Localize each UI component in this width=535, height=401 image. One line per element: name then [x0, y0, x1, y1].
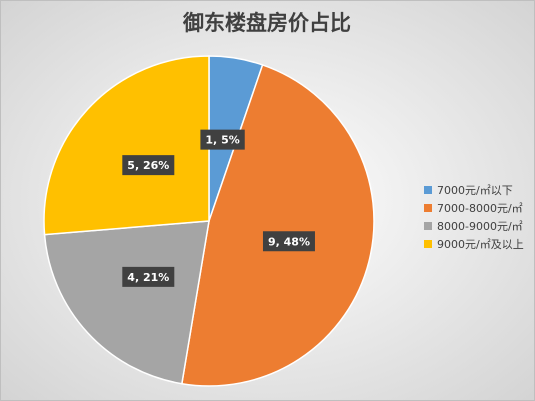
- data-label: 1, 5%: [205, 134, 239, 147]
- legend-label: 7000-8000元/㎡: [437, 202, 523, 215]
- legend-swatch: [424, 204, 432, 212]
- legend-swatch: [424, 186, 432, 194]
- data-label: 5, 26%: [127, 159, 169, 172]
- legend-swatch: [424, 222, 432, 230]
- data-label-box: [122, 155, 175, 176]
- legend-label: 7000元/㎡以下: [437, 184, 513, 197]
- data-label: 9, 48%: [268, 235, 310, 248]
- legend-label: 9000元/㎡及以上: [437, 238, 524, 251]
- chart-title: 御东楼盘房价占比: [182, 11, 351, 35]
- legend-label: 8000-9000元/㎡: [437, 220, 523, 233]
- data-label: 4, 21%: [127, 271, 169, 284]
- data-label-box: [262, 231, 315, 252]
- legend-swatch: [424, 240, 432, 248]
- pie-slice: [43, 55, 210, 236]
- pie-slice: [43, 220, 210, 385]
- data-label-box: [122, 266, 175, 287]
- pie-slice: [180, 63, 375, 387]
- data-label-box: [200, 129, 245, 150]
